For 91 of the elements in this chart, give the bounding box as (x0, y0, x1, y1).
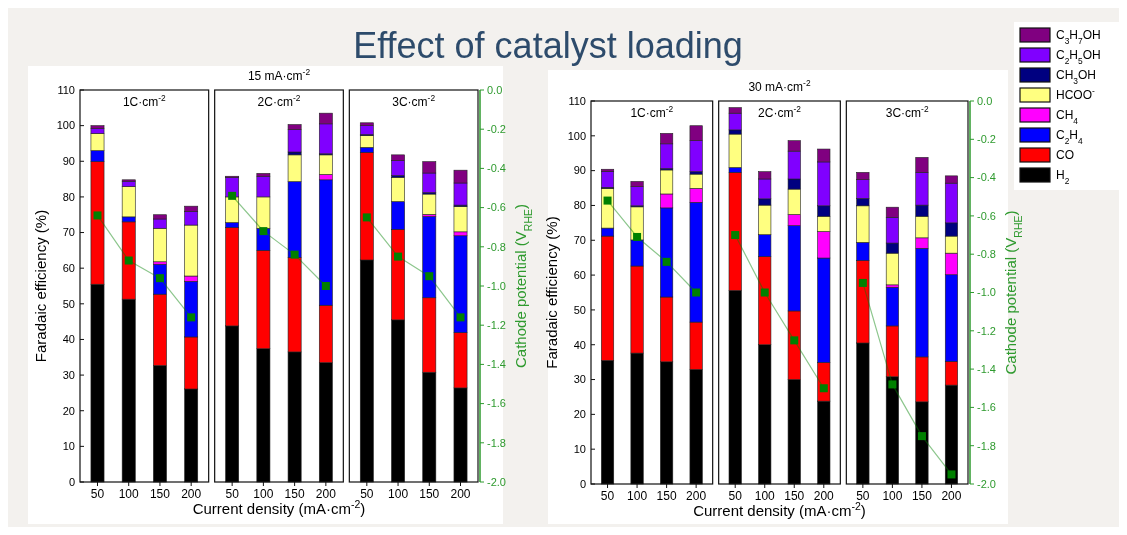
y-tick-label: 20 (62, 404, 75, 417)
y2-tick-label: -1.0 (487, 279, 506, 292)
y-tick-label: 110 (568, 94, 586, 107)
y2-tick-label: -0.6 (487, 201, 506, 214)
y-tick-label: 20 (573, 408, 586, 421)
y-tick-label: 70 (573, 234, 586, 247)
y-axis-title: Faradaic efficiency (%) (543, 216, 560, 369)
y2-tick-label: -0.6 (977, 209, 996, 222)
x-tick-label: 150 (784, 489, 805, 503)
y2-tick-label: -1.2 (977, 324, 996, 337)
x-tick-label: 100 (627, 489, 648, 503)
x-tick-label: 100 (253, 487, 274, 501)
y-tick-label: 10 (62, 440, 75, 453)
y2-tick-label: -0.8 (487, 240, 506, 253)
y2-tick-label: -0.4 (487, 162, 506, 175)
x-tick-label: 150 (284, 487, 305, 501)
y-tick-label: 40 (573, 338, 586, 351)
chart-title: 15 mA·cm$^{-2}$ (247, 67, 311, 83)
y-tick-label: 100 (56, 119, 75, 132)
y-tick-label: 100 (567, 129, 586, 142)
x-tick-label: 200 (813, 489, 835, 503)
y2-tick-label: -2.0 (977, 477, 996, 490)
x-tick-label: 100 (754, 489, 776, 503)
y2-tick-label: -1.6 (977, 401, 996, 414)
x-tick-label: 50 (600, 489, 615, 503)
x-tick-label: 200 (181, 487, 202, 501)
x-tick-label: 200 (686, 489, 707, 503)
x-tick-label: 50 (90, 487, 105, 501)
legend-label: CO (1056, 148, 1074, 162)
chart-subtitle: 3C·cm$^{-2}$ (885, 104, 929, 120)
y2-tick-label: -1.4 (977, 362, 996, 375)
legend-label: C$_{3}$H$_{7}$OH (1056, 28, 1101, 46)
y-tick-label: 80 (62, 190, 75, 203)
x-tick-label: 50 (225, 487, 240, 501)
legend-label: CH$_{3}$OH (1056, 68, 1097, 86)
x-tick-label: 200 (941, 489, 962, 503)
y2-tick-label: -1.0 (977, 286, 996, 299)
y2-tick-label: 0.0 (487, 83, 503, 96)
x-axis-title: Current density (mA·cm$^{-2}$) (192, 498, 366, 517)
y-tick-label: 110 (57, 83, 75, 96)
y2-tick-label: -0.4 (977, 171, 996, 184)
x-tick-label: 100 (118, 487, 140, 501)
y2-tick-label: -1.4 (487, 358, 506, 371)
x-tick-label: 200 (315, 487, 337, 501)
chart-subtitle: 3C·cm$^{-2}$ (392, 93, 436, 109)
legend-label: C$_{2}$H$_{4}$ (1056, 128, 1084, 146)
y-tick-label: 50 (62, 297, 75, 310)
x-tick-label: 150 (149, 487, 171, 501)
y-tick-label: 90 (62, 155, 75, 168)
y-tick-label: 30 (573, 373, 586, 386)
y2-tick-label: -0.8 (977, 248, 996, 261)
y-tick-label: 0 (579, 477, 586, 490)
y2-tick-label: -2.0 (487, 475, 506, 488)
y-tick-label: 60 (573, 268, 586, 281)
chart-subtitle: 1C·cm$^{-2}$ (122, 93, 167, 109)
x-tick-label: 200 (450, 487, 471, 501)
y-tick-label: 80 (573, 199, 586, 212)
y-tick-label: 70 (62, 226, 75, 239)
y-tick-label: 10 (573, 443, 586, 456)
y-tick-label: 60 (62, 262, 75, 275)
x-axis-title: Current density (mA·cm$^{-2}$) (693, 500, 866, 519)
y-tick-label: 50 (573, 303, 586, 316)
chart-subtitle: 1C·cm$^{-2}$ (630, 104, 674, 120)
x-tick-label: 150 (911, 489, 933, 503)
x-tick-label: 50 (856, 489, 870, 503)
y2-tick-label: -0.2 (487, 123, 506, 136)
y-axis-title: Faradaic efficiency (%) (32, 209, 49, 363)
y2-tick-label: -0.2 (977, 133, 996, 146)
x-tick-label: 100 (882, 489, 903, 503)
legend-label: HCOO$^{-}$ (1056, 86, 1095, 102)
x-tick-label: 150 (656, 489, 677, 503)
y-tick-label: 0 (68, 475, 75, 488)
x-tick-label: 100 (388, 487, 409, 501)
chart-subtitle: 2C·cm$^{-2}$ (758, 104, 802, 120)
text: Effect of catalyst loading (353, 25, 743, 66)
y-tick-label: 40 (62, 333, 75, 346)
legend-label: H$_{2}$ (1056, 168, 1070, 186)
y2-tick-label: -1.2 (487, 319, 506, 332)
y2-tick-label: 0.0 (977, 94, 993, 107)
legend-label: C$_{2}$H$_{5}$OH (1056, 48, 1101, 66)
chart-title: 30 mA·cm$^{-2}$ (748, 78, 811, 94)
y-tick-label: 90 (573, 164, 586, 177)
y2-tick-label: -1.6 (487, 397, 506, 410)
chart-subtitle: 2C·cm$^{-2}$ (257, 93, 301, 109)
x-tick-label: 50 (360, 487, 374, 501)
y2-tick-label: -1.8 (977, 439, 996, 452)
legend-label: CH$_{4}$ (1056, 108, 1079, 126)
x-tick-label: 50 (728, 489, 743, 503)
y-tick-label: 30 (62, 368, 75, 381)
x-tick-label: 150 (419, 487, 440, 501)
y2-tick-label: -1.8 (487, 436, 506, 449)
